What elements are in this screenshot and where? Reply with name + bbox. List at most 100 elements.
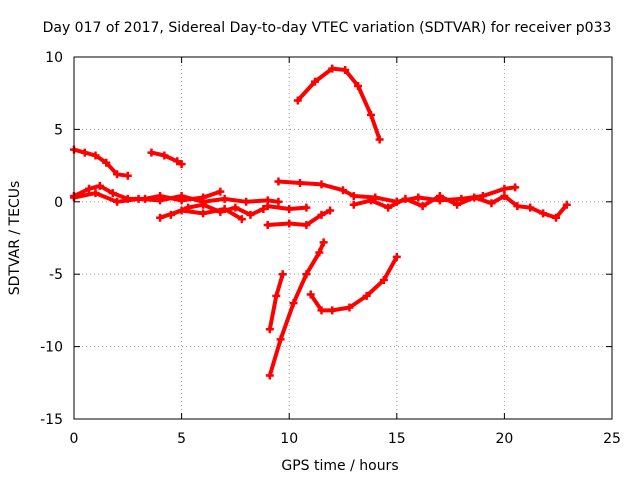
data-point [166, 210, 175, 219]
x-tick-label: 5 [177, 431, 186, 447]
data-point [366, 196, 375, 205]
data-point [259, 205, 268, 214]
data-point [216, 187, 225, 196]
x-tick-label: 15 [388, 431, 406, 447]
data-point [91, 151, 100, 160]
data-point [184, 203, 193, 212]
data-point [289, 299, 298, 308]
data-point [362, 291, 371, 300]
data-point [295, 178, 304, 187]
data-point [319, 238, 328, 247]
y-tick-label: 10 [45, 50, 63, 66]
data-point [263, 202, 272, 211]
data-point [328, 64, 337, 73]
data-point [276, 335, 285, 344]
data-point [311, 77, 320, 86]
data-point [384, 203, 393, 212]
data-point [199, 200, 208, 209]
data-point [511, 183, 520, 192]
data-point [274, 197, 283, 206]
data-point [237, 215, 246, 224]
data-point [306, 290, 315, 299]
data-point [500, 184, 509, 193]
data-point [418, 202, 427, 211]
data-point [102, 158, 111, 167]
data-point [339, 186, 347, 195]
y-axis-label: SDTVAR / TECUs [7, 181, 23, 296]
data-point [274, 177, 283, 186]
data-point [345, 303, 354, 312]
data-point [354, 81, 363, 90]
data-point [231, 203, 240, 212]
data-point [123, 194, 132, 203]
data-point [539, 209, 548, 218]
data-point [341, 66, 350, 75]
x-tick-label: 20 [495, 431, 513, 447]
data-point [278, 270, 287, 279]
data-point [177, 196, 186, 205]
data-point [80, 148, 89, 157]
y-tick-label: 0 [54, 195, 63, 211]
chart-title: Day 017 of 2017, Sidereal Day-to-day VTE… [43, 20, 612, 36]
data-point [414, 193, 423, 202]
data-point [265, 371, 274, 380]
data-point [220, 194, 229, 203]
data-point [199, 209, 208, 218]
data-point [317, 180, 326, 189]
data-point [435, 192, 444, 201]
data-point [173, 157, 182, 166]
data-point [216, 207, 225, 216]
data-point [246, 210, 255, 219]
data-point [349, 200, 358, 209]
data-point [487, 199, 496, 208]
data-point [293, 96, 302, 105]
data-point [562, 200, 571, 209]
data-point [113, 170, 122, 179]
data-point [85, 184, 94, 193]
data-point [272, 291, 281, 300]
data-point [317, 210, 326, 219]
data-point [328, 306, 337, 315]
plot-frame [73, 56, 613, 420]
data-point [349, 192, 358, 201]
series-arc-2 [149, 150, 184, 167]
series-layer [70, 64, 571, 380]
grid-layer [74, 57, 612, 419]
data-point [453, 200, 462, 209]
y-tick-label: 5 [54, 122, 63, 138]
data-point [263, 220, 272, 229]
data-point [317, 306, 326, 315]
data-point [147, 148, 156, 157]
data-point [513, 202, 522, 211]
x-tick-label: 10 [280, 431, 298, 447]
data-point [500, 192, 509, 201]
data-point [113, 197, 122, 206]
tick-layer: 0 5 10 15 20 25 -15 -10 -5 0 5 10 [40, 50, 621, 447]
data-point [375, 135, 384, 144]
data-point [95, 181, 104, 190]
y-tick-label: -15 [40, 412, 63, 428]
data-point [242, 197, 251, 206]
data-point [302, 220, 311, 229]
x-tick-label: 25 [603, 431, 621, 447]
data-point [141, 194, 150, 203]
data-point [302, 203, 311, 212]
data-point [285, 205, 294, 214]
x-tick-label: 0 [70, 431, 79, 447]
data-point [160, 151, 169, 160]
y-tick-label: -5 [49, 267, 63, 283]
data-point [91, 189, 100, 198]
series-arc-5 [72, 183, 223, 203]
data-point [123, 171, 132, 180]
data-point [156, 213, 165, 222]
data-point [302, 270, 311, 279]
data-point [108, 189, 117, 198]
x-axis-label: GPS time / hours [281, 458, 398, 474]
data-point [285, 219, 294, 228]
y-tick-label: -10 [40, 340, 63, 356]
data-point [199, 193, 208, 202]
data-point [401, 194, 410, 203]
data-point [470, 193, 479, 202]
